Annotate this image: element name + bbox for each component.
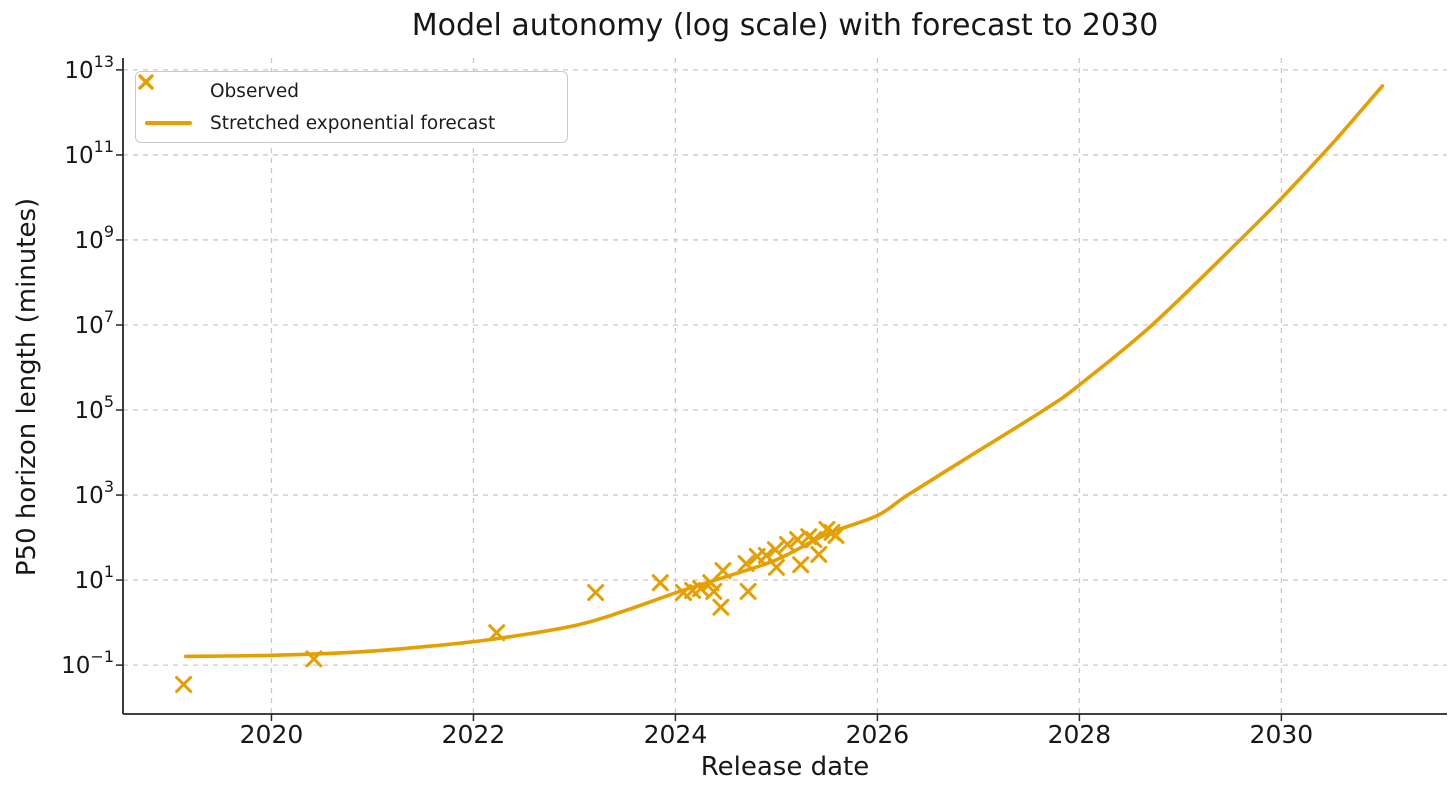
y-tick-label: 107 [75,307,114,339]
x-tick-label: 2024 [644,720,708,749]
x-tick-label: 2030 [1250,720,1314,749]
gridlines [123,58,1447,714]
observed-marker [712,598,730,616]
y-tick-label: 105 [75,392,114,424]
x-axis-label: Release date [700,752,870,782]
x-tick-label: 2026 [846,720,910,749]
observed-marker [651,574,669,592]
observed-marker [827,526,845,544]
tick-marks: 2020 2022 2024 2026 2028 2030 10−1 101 103 105 107… [61,52,1313,749]
observed-marker [175,675,193,693]
legend-label-observed: Observed [210,80,300,102]
x-tick-label: 2028 [1048,720,1112,749]
observed-marker [587,584,605,602]
legend-label-forecast: Stretched exponential forecast [210,112,496,134]
y-tick-label: 10−1 [61,647,114,679]
observed-markers [175,520,845,693]
observed-marker [766,541,784,559]
observed-marker [705,582,723,600]
y-tick-label: 103 [75,477,114,509]
observed-marker [779,535,797,553]
y-tick-label: 109 [75,222,114,254]
legend-item-observed: Observed [136,74,567,104]
observed-marker [488,624,506,642]
x-tick-label: 2020 [240,720,304,749]
x-tick-label: 2022 [442,720,506,749]
forecast-line-icon [136,121,200,125]
observed-marker [810,545,828,563]
y-tick-label: 1011 [64,137,114,169]
observed-marker [714,562,732,580]
y-axis-label: P50 horizon length (minutes) [12,197,42,577]
observed-marker [739,582,757,600]
y-tick-label: 1013 [64,52,114,84]
chart-title: Model autonomy (log scale) with forecast… [411,8,1159,43]
forecast-line [183,84,1385,659]
legend-item-forecast: Stretched exponential forecast [136,110,567,136]
observed-marker [692,580,710,598]
observed-marker [805,531,823,549]
legend: Observed Stretched exponential forecast [135,71,568,143]
observed-marker [737,555,755,573]
observed-marker [305,650,323,668]
observed-marker [767,558,785,576]
observed-marker [792,556,810,574]
y-tick-label: 101 [75,562,114,594]
